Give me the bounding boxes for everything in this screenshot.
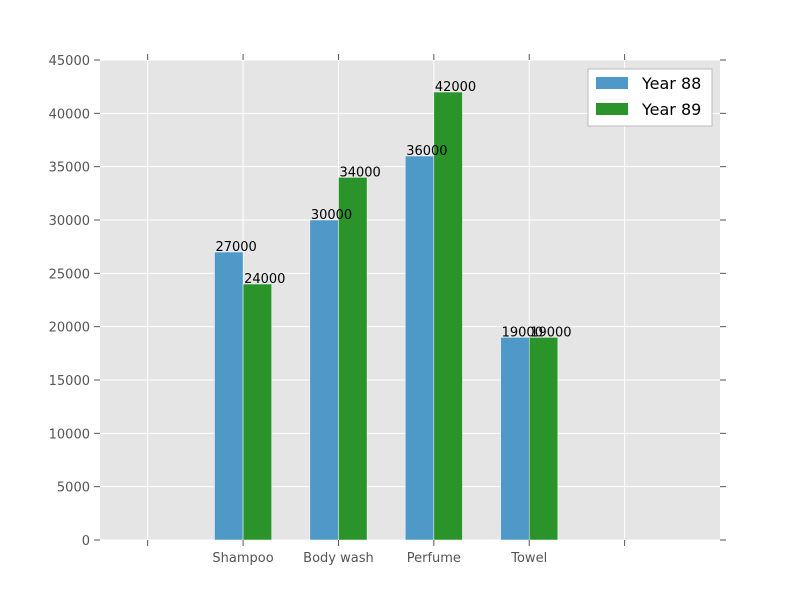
y-tick-label: 20000 bbox=[49, 321, 90, 336]
x-tick-label: Perfume bbox=[407, 551, 461, 566]
bar-year-89-towel bbox=[528, 337, 559, 541]
data-label: 19000 bbox=[530, 325, 571, 340]
y-tick-label: 35000 bbox=[49, 161, 90, 176]
data-label: 42000 bbox=[435, 80, 476, 95]
legend-swatch-year-89 bbox=[596, 103, 628, 115]
data-label: 34000 bbox=[339, 165, 380, 180]
legend-label-year-89: Year 89 bbox=[641, 100, 701, 119]
bar-year-89-body-wash bbox=[338, 177, 368, 541]
y-tick-label: 45000 bbox=[49, 54, 90, 69]
y-tick-label: 0 bbox=[82, 534, 90, 549]
y-tick-label: 10000 bbox=[49, 427, 90, 442]
data-labels: 27000 30000 36000 19000 24000 34000 42000 19000 bbox=[215, 80, 571, 340]
data-label: 27000 bbox=[215, 240, 256, 255]
legend: Year 88 Year 89 bbox=[587, 68, 713, 127]
y-tick-label: 30000 bbox=[49, 214, 90, 229]
y-axis: 0 5000 10000 15000 20000 25000 30000 35000 40000… bbox=[49, 54, 726, 549]
legend-label-year-88: Year 88 bbox=[641, 74, 701, 93]
bar-year-88-perfume bbox=[404, 155, 435, 541]
data-label: 30000 bbox=[311, 208, 352, 223]
bar-year-89-perfume bbox=[433, 91, 463, 541]
bars bbox=[214, 91, 559, 541]
x-axis: Shampoo Body wash Perfume Towel bbox=[147, 54, 626, 566]
y-tick-label: 15000 bbox=[49, 374, 90, 389]
data-label: 24000 bbox=[244, 272, 285, 287]
data-label: 19000 bbox=[502, 325, 543, 340]
bar-year-89-shampoo bbox=[242, 283, 272, 541]
bar-year-88-body-wash bbox=[309, 219, 339, 541]
x-tick-label: Body wash bbox=[303, 551, 374, 566]
y-tick-label: 5000 bbox=[57, 481, 90, 496]
x-tick-label: Towel bbox=[510, 551, 547, 566]
bar-year-88-towel bbox=[500, 337, 530, 541]
x-tick-label: Shampoo bbox=[212, 551, 273, 566]
bar-year-88-shampoo bbox=[214, 251, 244, 541]
y-tick-label: 25000 bbox=[49, 267, 90, 282]
y-tick-label: 40000 bbox=[49, 107, 90, 122]
legend-swatch-year-88 bbox=[596, 77, 628, 89]
data-label: 36000 bbox=[406, 144, 447, 159]
